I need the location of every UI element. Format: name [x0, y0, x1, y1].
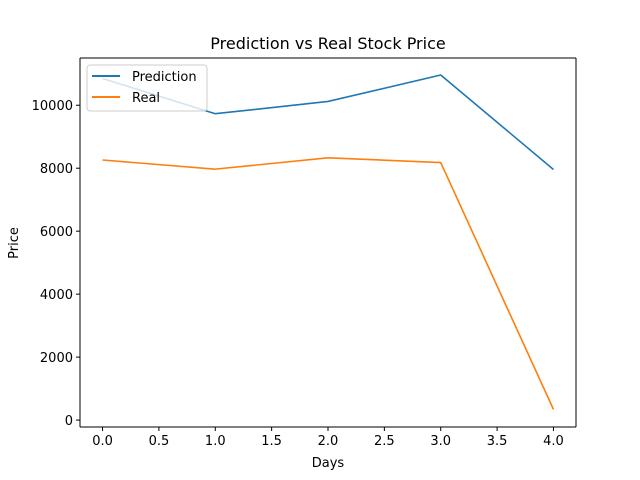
plot-area [80, 58, 576, 427]
x-tick-label: 4.0 [543, 434, 564, 449]
y-tick-label: 10000 [32, 99, 73, 114]
x-axis-label: Days [312, 456, 345, 471]
y-axis-ticks: 0 2000 4000 6000 8000 10000 [32, 99, 80, 429]
legend-label-prediction: Prediction [132, 70, 197, 85]
y-tick-label: 8000 [40, 162, 73, 177]
legend: Prediction Real [86, 64, 208, 112]
y-tick-label: 4000 [40, 288, 73, 303]
x-tick-label: 1.5 [261, 434, 282, 449]
y-tick-label: 0 [65, 414, 73, 429]
y-tick-label: 6000 [40, 225, 73, 240]
x-tick-label: 2.0 [318, 434, 339, 449]
series-line-real [102, 157, 555, 410]
x-tick-label: 3.5 [487, 434, 508, 449]
plot-frame [79, 57, 577, 428]
chart-title: Prediction vs Real Stock Price [210, 34, 445, 53]
x-axis-ticks: 0.0 0.5 1.0 1.5 2.0 2.5 3.0 3.5 4.0 [92, 427, 564, 449]
x-tick-label: 1.0 [205, 434, 226, 449]
x-tick-label: 0.0 [92, 434, 113, 449]
legend-label-real: Real [132, 91, 160, 106]
x-tick-label: 2.5 [374, 434, 395, 449]
x-tick-label: 0.5 [149, 434, 170, 449]
y-tick-label: 2000 [40, 351, 73, 366]
x-tick-label: 3.0 [430, 434, 451, 449]
y-axis-label: Price [7, 227, 22, 259]
